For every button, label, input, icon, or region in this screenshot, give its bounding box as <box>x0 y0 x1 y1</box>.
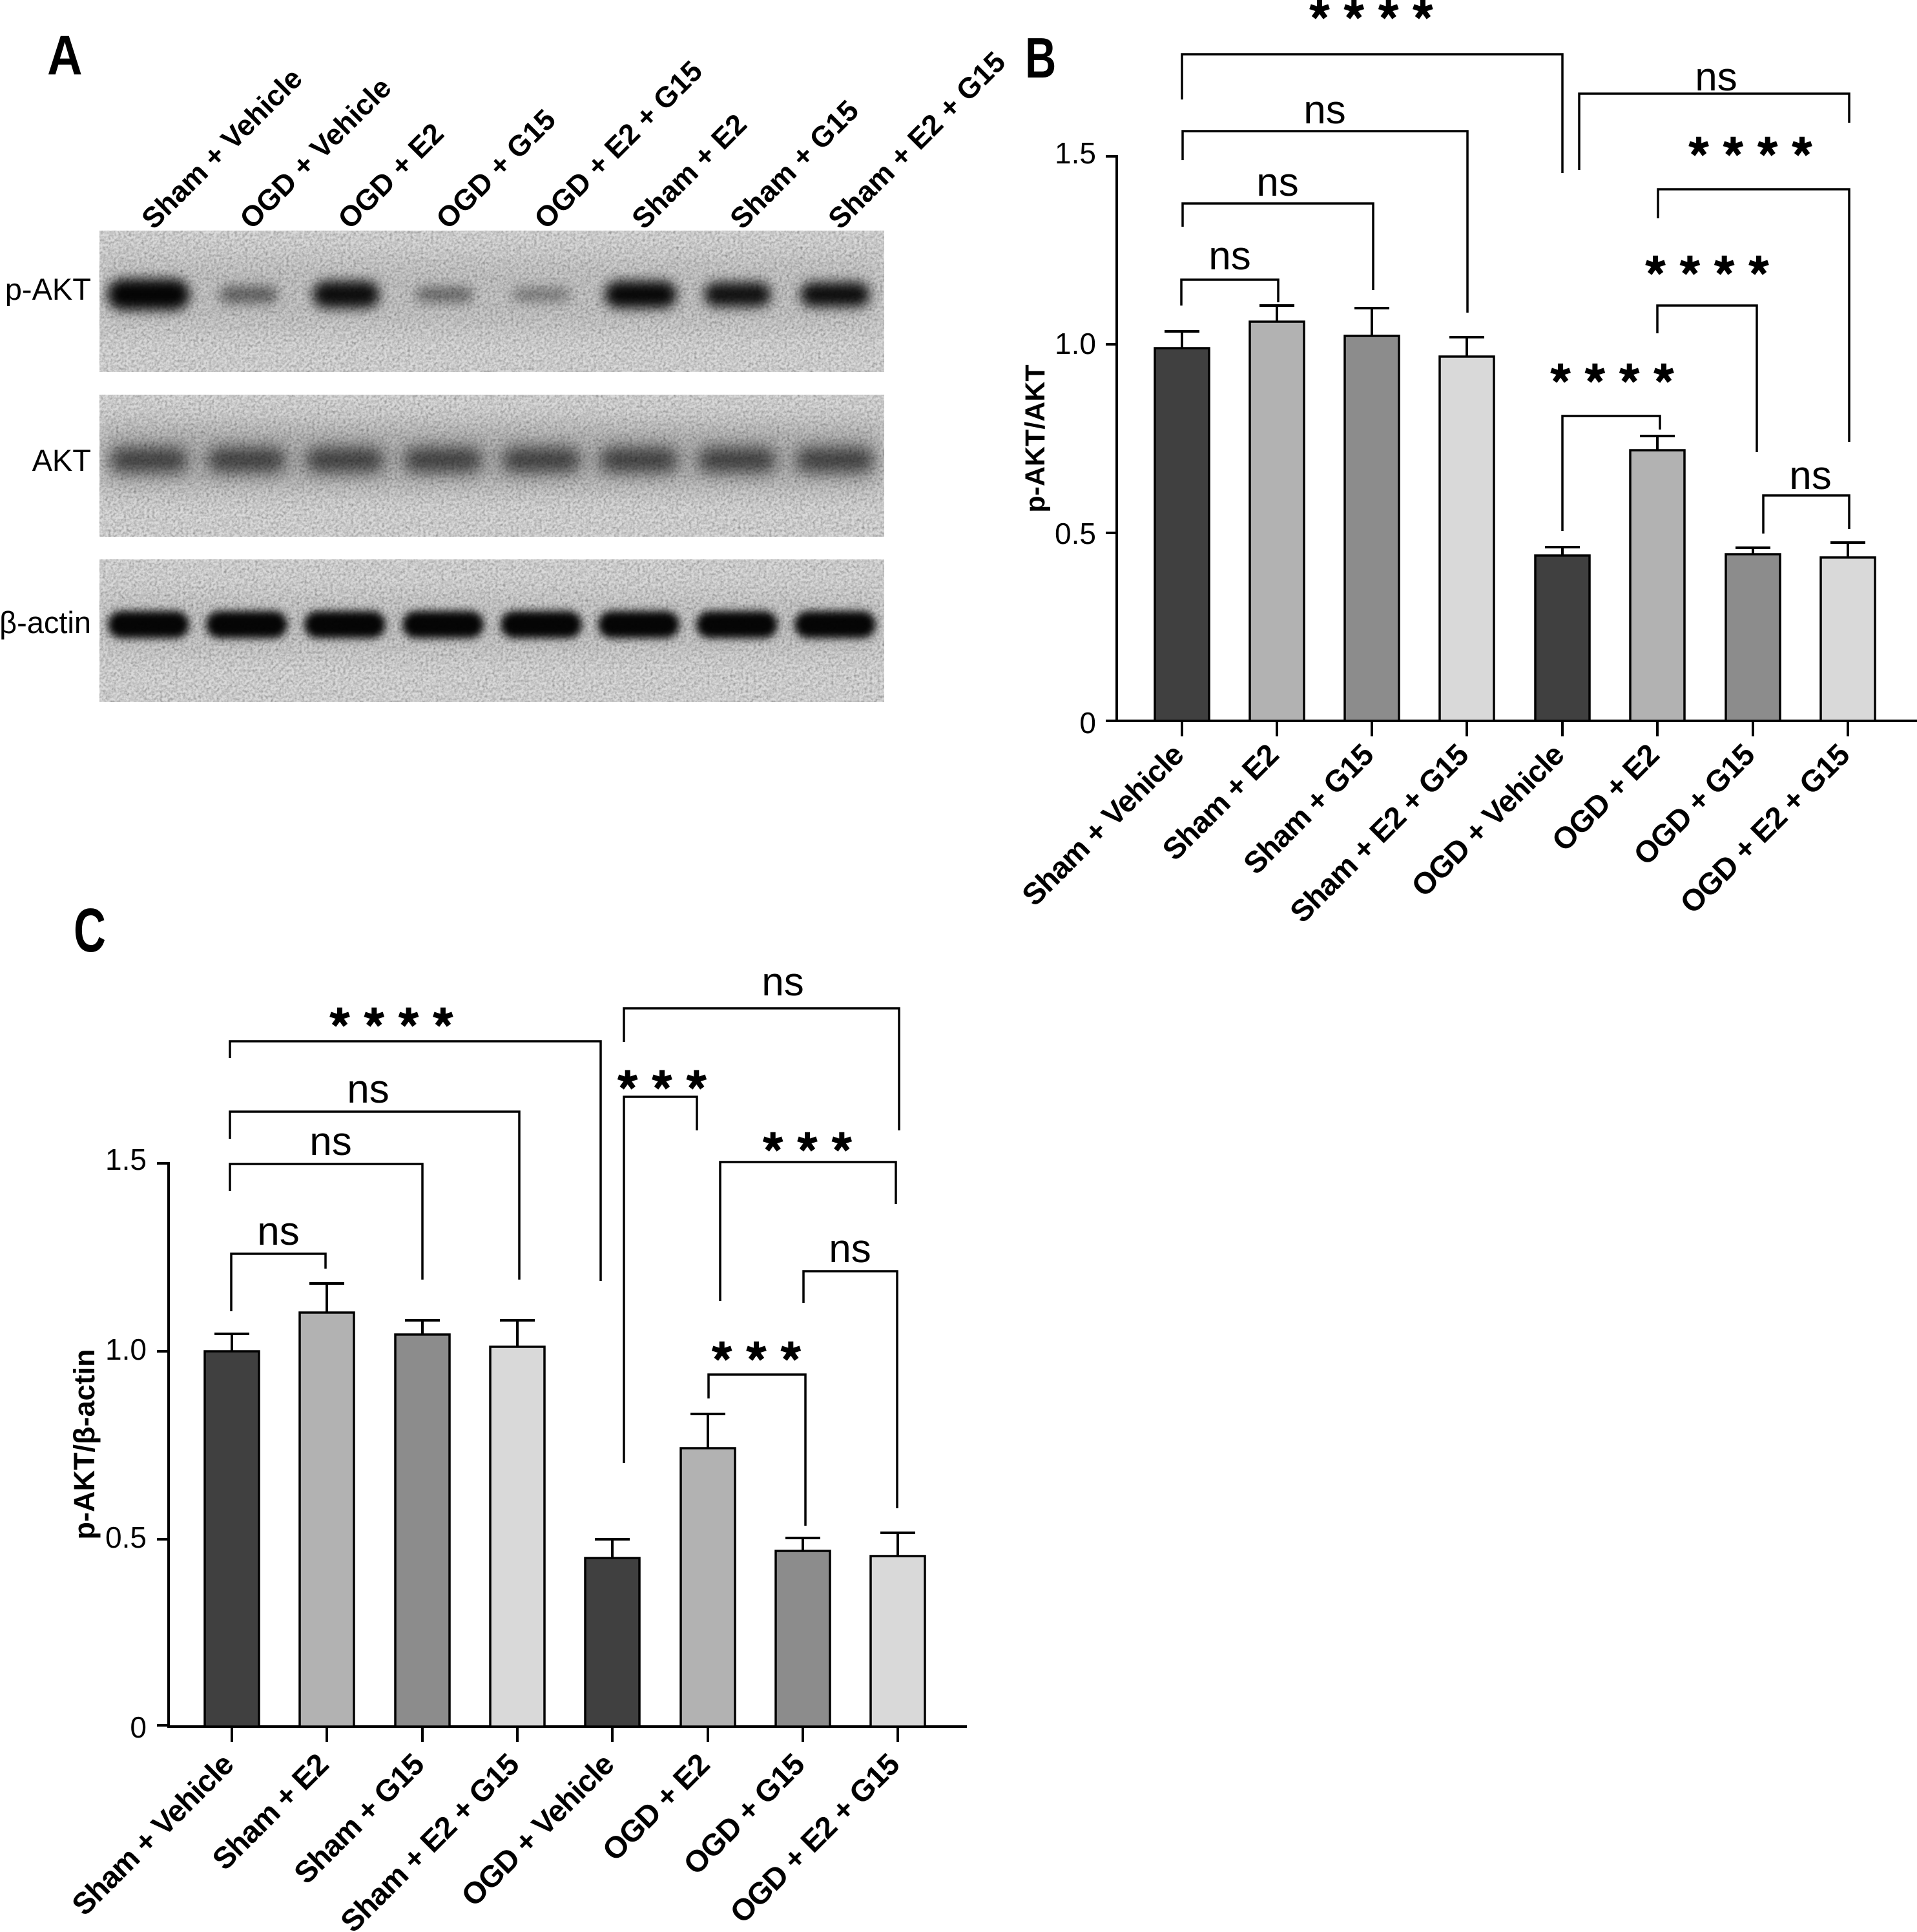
svg-text:ns: ns <box>347 1067 389 1112</box>
svg-text:OGD + E2 + G15: OGD + E2 + G15 <box>723 1747 906 1930</box>
svg-text:0.5: 0.5 <box>105 1521 147 1554</box>
svg-text:Sham + Vehicle: Sham + Vehicle <box>65 1747 240 1922</box>
svg-text:0.5: 0.5 <box>1055 517 1096 550</box>
svg-text:0: 0 <box>130 1710 147 1744</box>
svg-text:p-AKT/β-actin: p-AKT/β-actin <box>68 1349 101 1540</box>
svg-text:ns: ns <box>1208 234 1250 278</box>
svg-text:ns: ns <box>309 1119 351 1164</box>
svg-text:OGD + E2 + G15: OGD + E2 + G15 <box>1673 738 1856 920</box>
svg-text:1.5: 1.5 <box>105 1143 147 1176</box>
svg-text:Sham + E2 + G15: Sham + E2 + G15 <box>333 1747 525 1932</box>
svg-text:Sham + Vehicle: Sham + Vehicle <box>1015 738 1190 913</box>
svg-text:ns: ns <box>762 960 803 1004</box>
svg-text:p-AKT/AKT: p-AKT/AKT <box>1020 364 1051 512</box>
svg-text:1.0: 1.0 <box>1055 327 1096 360</box>
svg-text:ns: ns <box>1303 88 1345 132</box>
svg-text:0: 0 <box>1079 706 1096 740</box>
svg-text:ns: ns <box>257 1209 299 1254</box>
svg-text:1.5: 1.5 <box>1055 136 1096 170</box>
svg-text:ns: ns <box>829 1227 871 1271</box>
svg-text:ns: ns <box>1256 160 1298 205</box>
svg-text:ns: ns <box>1789 453 1831 498</box>
svg-text:ns: ns <box>1695 55 1737 99</box>
svg-text:Sham + E2 + G15: Sham + E2 + G15 <box>1283 738 1475 930</box>
svg-text:1.0: 1.0 <box>105 1333 147 1366</box>
